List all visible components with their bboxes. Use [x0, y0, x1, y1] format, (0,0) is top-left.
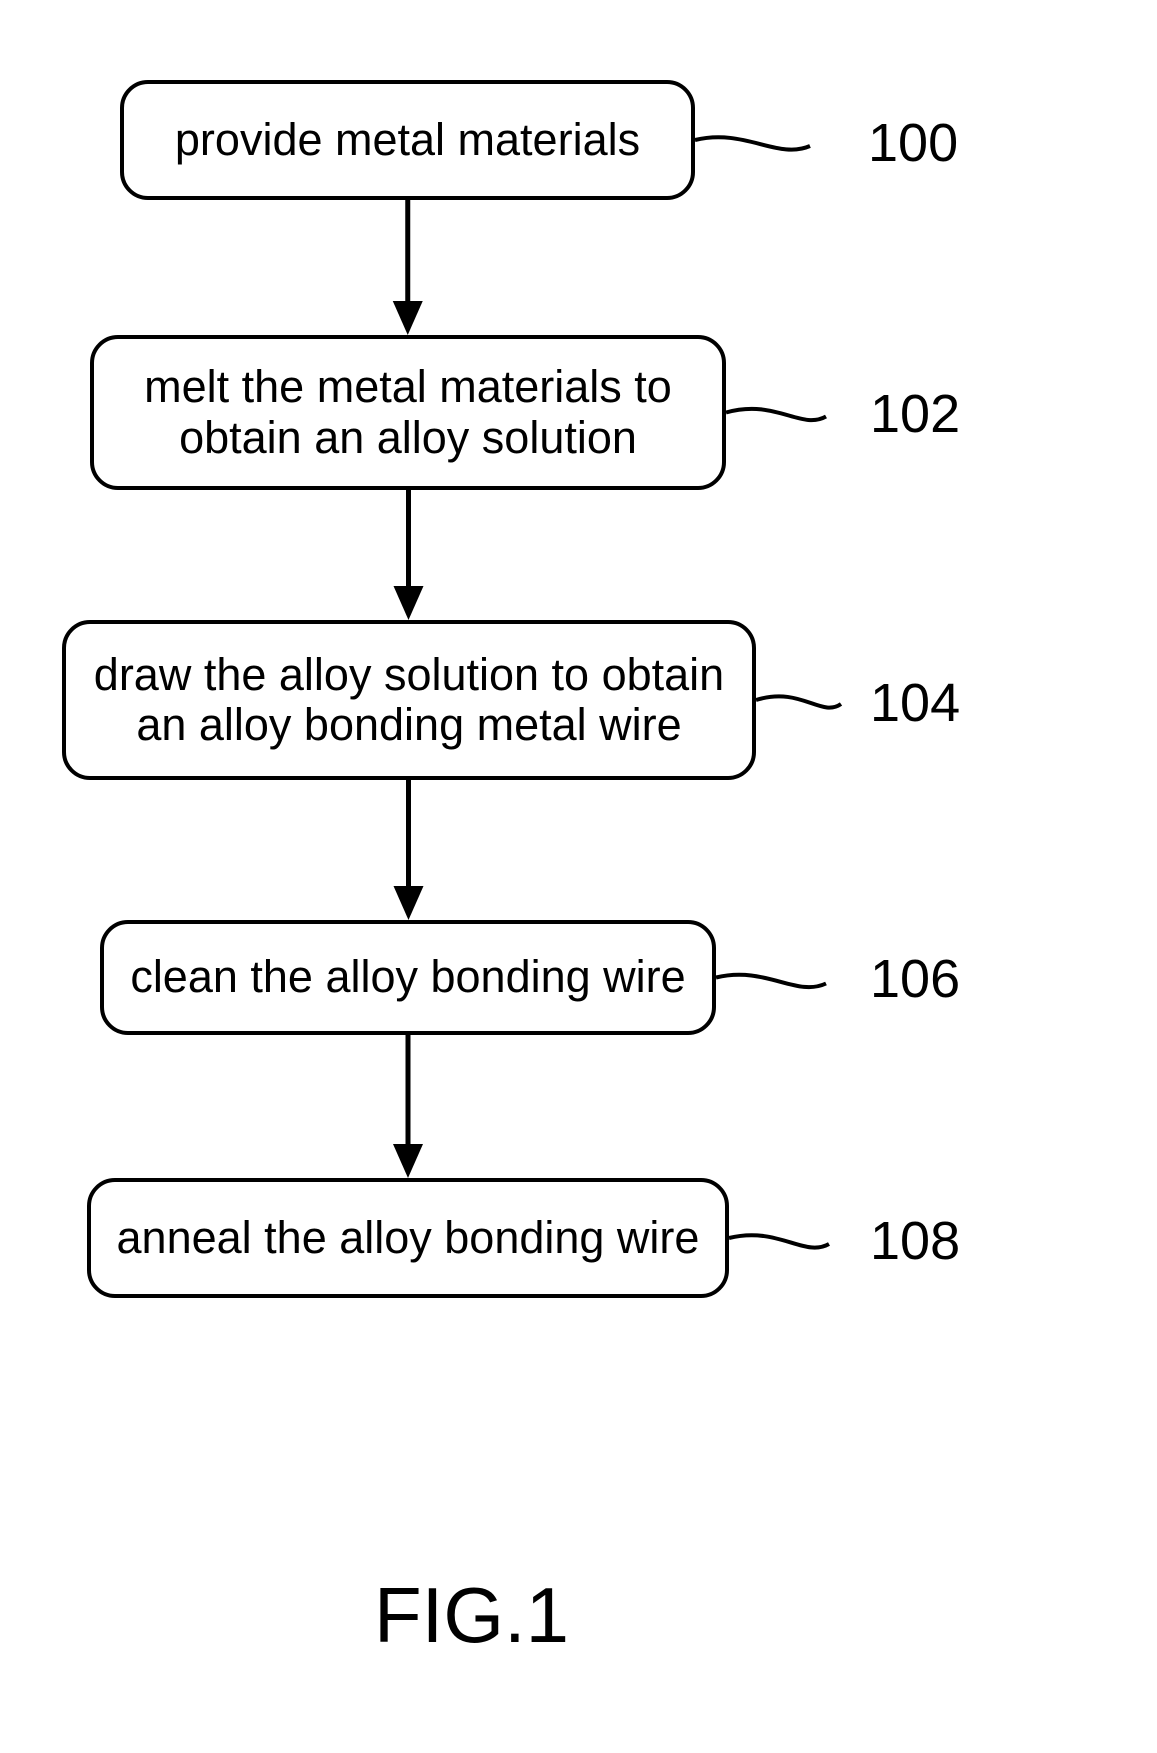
- flow-node-108: anneal the alloy bonding wire: [87, 1178, 729, 1298]
- flow-node-102: melt the metal materials toobtain an all…: [90, 335, 726, 490]
- ref-label-106: 106: [870, 948, 960, 1010]
- figure-canvas: provide metal materials 100 melt the met…: [0, 0, 1157, 1753]
- ref-label-104: 104: [870, 672, 960, 734]
- flow-node-106-text: clean the alloy bonding wire: [130, 952, 685, 1002]
- ref-label-102: 102: [870, 383, 960, 445]
- connectors-svg: [0, 0, 1157, 1753]
- ref-label-108: 108: [870, 1210, 960, 1272]
- flow-node-104-text: draw the alloy solution to obtainan allo…: [94, 650, 724, 751]
- flow-node-106: clean the alloy bonding wire: [100, 920, 716, 1035]
- flow-node-104: draw the alloy solution to obtainan allo…: [62, 620, 756, 780]
- flow-node-108-text: anneal the alloy bonding wire: [117, 1213, 700, 1263]
- ref-label-100: 100: [868, 112, 958, 174]
- flow-node-102-text: melt the metal materials toobtain an all…: [144, 362, 672, 463]
- figure-label: FIG.1: [374, 1570, 569, 1661]
- flow-node-100: provide metal materials: [120, 80, 695, 200]
- flow-node-100-text: provide metal materials: [175, 115, 640, 165]
